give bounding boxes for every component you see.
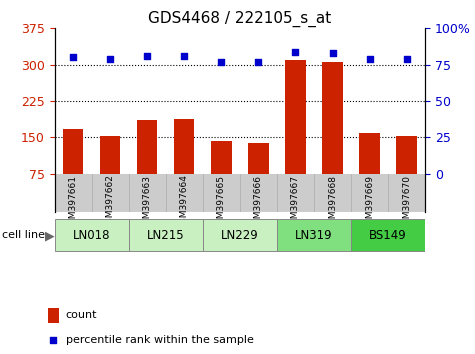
Point bbox=[69, 55, 77, 60]
Bar bbox=[323, 62, 342, 174]
Bar bbox=[137, 120, 157, 174]
Text: ▶: ▶ bbox=[45, 229, 55, 242]
Bar bbox=[285, 60, 305, 174]
Point bbox=[297, 233, 304, 238]
Point bbox=[180, 53, 188, 59]
Bar bbox=[63, 129, 83, 174]
Text: GSM397667: GSM397667 bbox=[291, 175, 300, 230]
FancyBboxPatch shape bbox=[203, 219, 277, 251]
Text: GSM397665: GSM397665 bbox=[217, 175, 226, 230]
Text: LN215: LN215 bbox=[147, 229, 185, 242]
Text: GSM397666: GSM397666 bbox=[254, 175, 263, 230]
Bar bbox=[397, 136, 417, 174]
Point bbox=[366, 56, 373, 62]
Point bbox=[218, 59, 225, 64]
Bar bbox=[100, 136, 120, 174]
Text: percentile rank within the sample: percentile rank within the sample bbox=[66, 335, 254, 346]
Text: GSM397669: GSM397669 bbox=[365, 175, 374, 230]
FancyBboxPatch shape bbox=[277, 219, 351, 251]
Title: GDS4468 / 222105_s_at: GDS4468 / 222105_s_at bbox=[148, 11, 332, 27]
Text: GSM397661: GSM397661 bbox=[69, 175, 77, 230]
Point bbox=[403, 56, 410, 62]
FancyBboxPatch shape bbox=[55, 219, 129, 251]
Bar bbox=[48, 308, 59, 323]
Text: GSM397664: GSM397664 bbox=[180, 175, 189, 229]
Text: LN018: LN018 bbox=[73, 229, 110, 242]
Text: count: count bbox=[66, 310, 97, 320]
Text: GSM397662: GSM397662 bbox=[106, 175, 114, 229]
FancyBboxPatch shape bbox=[351, 219, 425, 251]
FancyBboxPatch shape bbox=[129, 219, 203, 251]
Text: cell line: cell line bbox=[2, 230, 46, 240]
Bar bbox=[248, 143, 268, 174]
Text: LN229: LN229 bbox=[221, 229, 259, 242]
Text: LN319: LN319 bbox=[295, 229, 333, 242]
Bar bbox=[360, 133, 380, 174]
Bar bbox=[211, 141, 231, 174]
Point bbox=[255, 59, 262, 64]
Point bbox=[106, 56, 114, 62]
Text: GSM397670: GSM397670 bbox=[402, 175, 411, 230]
Text: BS149: BS149 bbox=[369, 229, 407, 242]
Bar bbox=[55, 174, 425, 212]
Point bbox=[329, 50, 336, 56]
Bar bbox=[174, 119, 194, 174]
Point bbox=[143, 53, 151, 59]
Text: GSM397668: GSM397668 bbox=[328, 175, 337, 230]
Text: GSM397663: GSM397663 bbox=[143, 175, 152, 230]
Point bbox=[292, 49, 299, 55]
